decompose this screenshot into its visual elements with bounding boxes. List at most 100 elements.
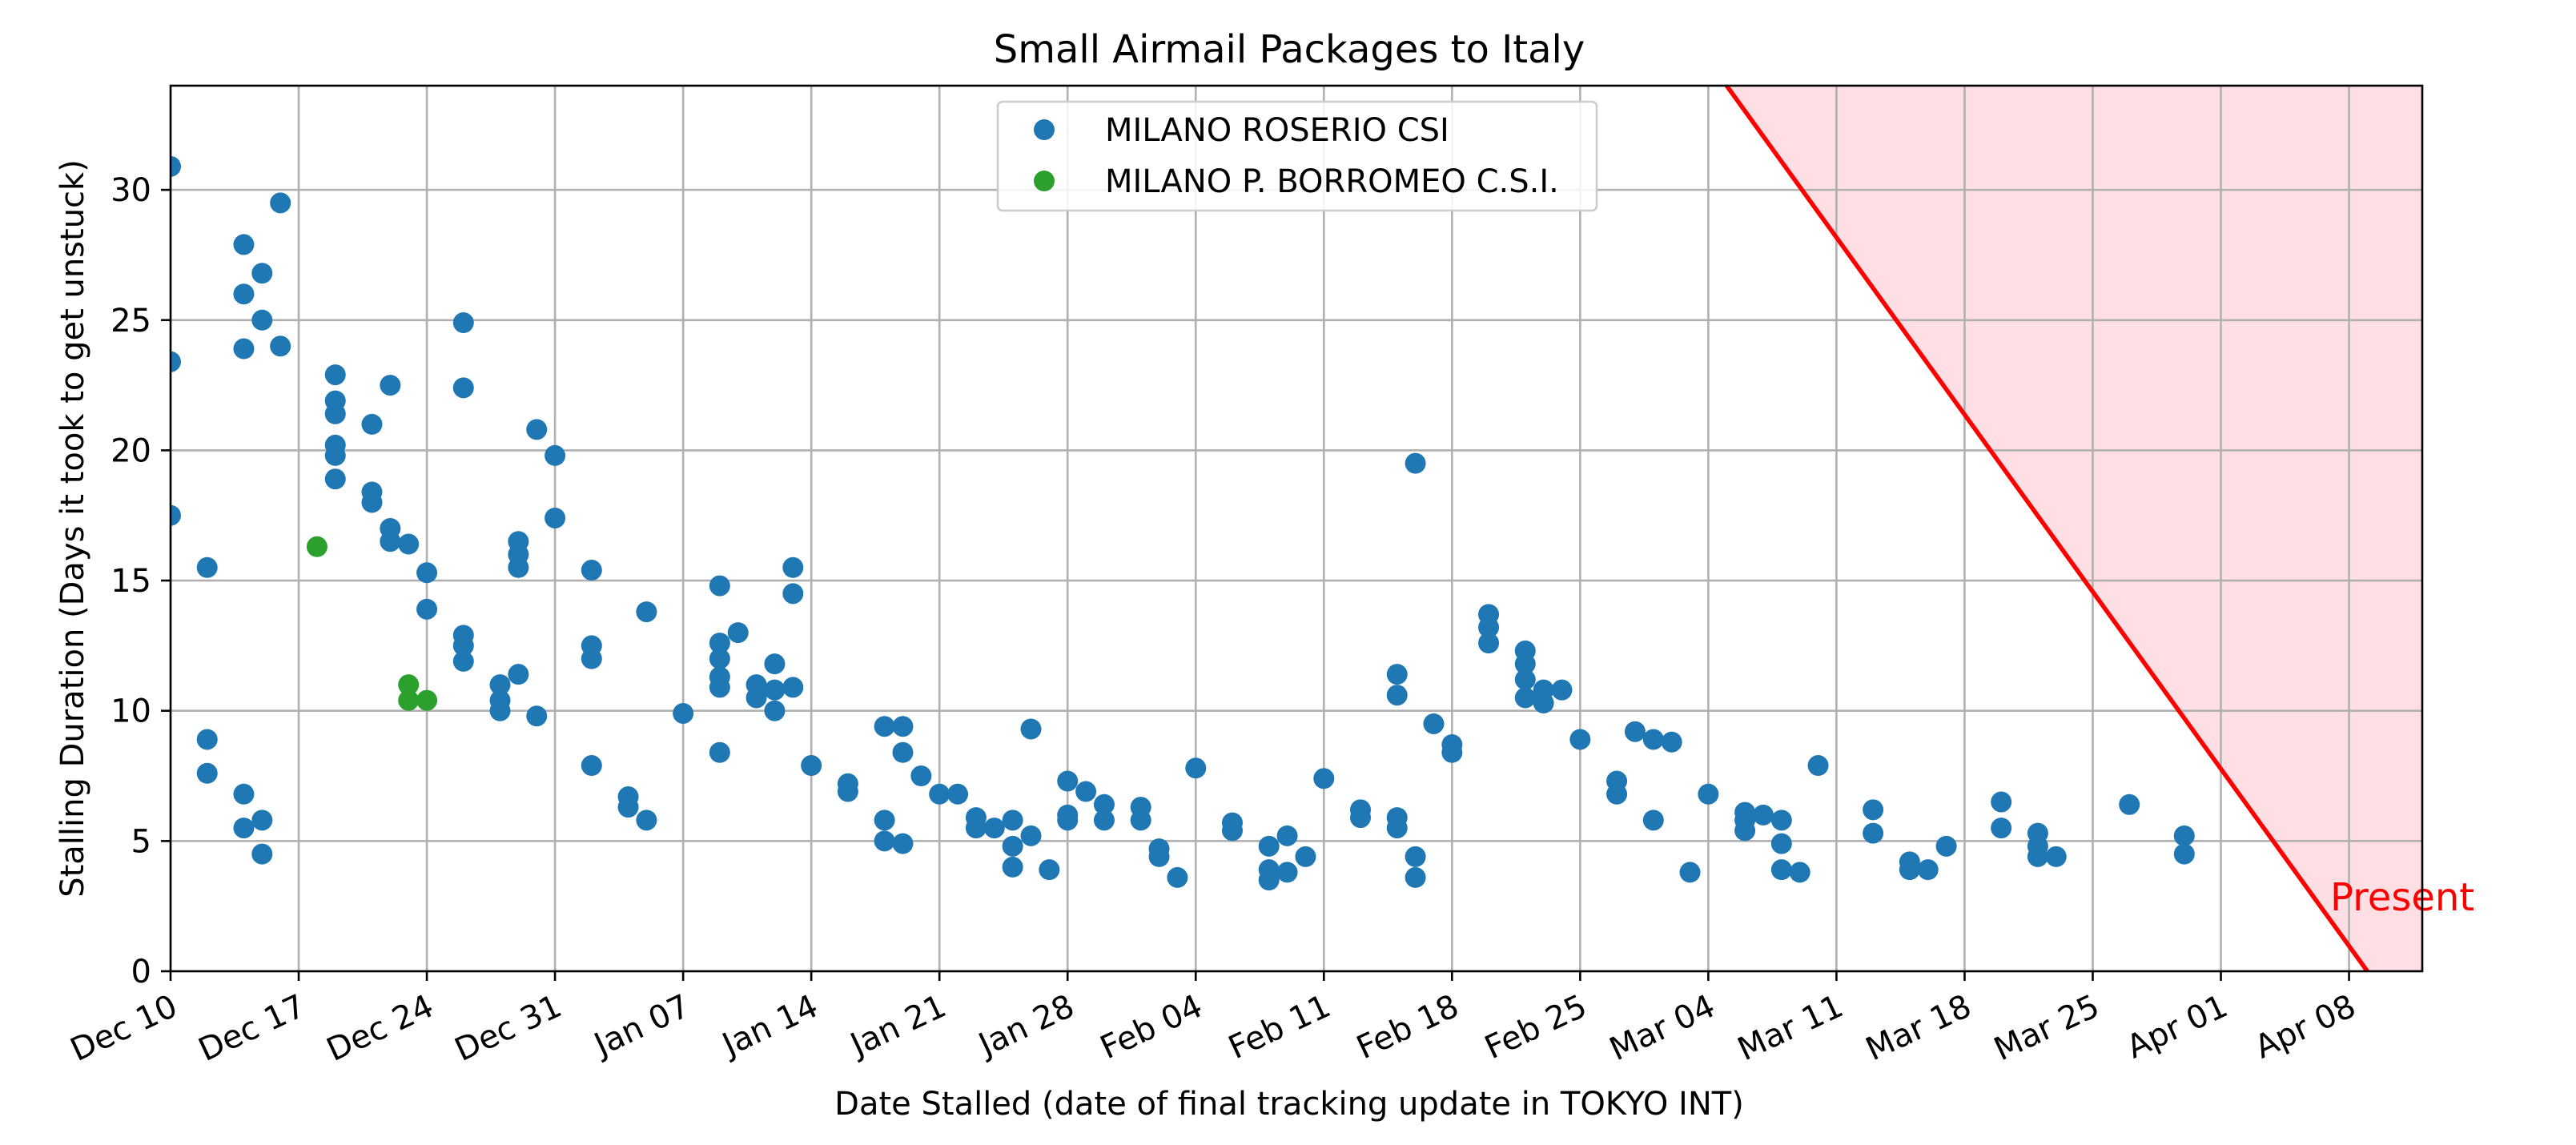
x-axis-label: Date Stalled (date of final tracking upd… xyxy=(834,1086,1744,1123)
data-point xyxy=(1148,846,1170,867)
data-point xyxy=(398,689,420,711)
data-point xyxy=(892,741,914,763)
data-point xyxy=(1002,856,1023,878)
data-point xyxy=(306,536,328,557)
data-point xyxy=(709,633,730,654)
data-point xyxy=(171,351,181,372)
data-point xyxy=(233,234,255,255)
legend-label-2: MILANO P. BORROMEO C.S.I. xyxy=(1105,163,1559,200)
chart-title: Small Airmail Packages to Italy xyxy=(994,27,1585,72)
data-point xyxy=(1020,825,1042,846)
data-point xyxy=(709,648,730,669)
data-point xyxy=(489,674,511,696)
data-point xyxy=(361,492,383,513)
data-point xyxy=(1991,818,2012,839)
data-point xyxy=(1002,810,1023,831)
data-point xyxy=(1863,822,1884,844)
data-point xyxy=(581,755,602,777)
data-point xyxy=(764,653,786,675)
data-point xyxy=(545,444,566,466)
legend: MILANO ROSERIO CSI MILANO P. BORROMEO C.S… xyxy=(996,100,1598,212)
data-point xyxy=(1130,810,1151,831)
data-point xyxy=(947,783,969,805)
plot-inner xyxy=(171,86,2422,971)
data-point xyxy=(251,309,273,331)
data-point xyxy=(764,679,786,701)
data-point xyxy=(416,562,438,584)
data-point xyxy=(782,556,804,578)
data-point xyxy=(1039,859,1060,881)
data-point xyxy=(1935,835,1957,857)
data-point xyxy=(416,598,438,620)
data-point xyxy=(196,556,218,578)
data-point xyxy=(874,830,895,852)
data-point xyxy=(508,556,529,578)
data-point xyxy=(233,783,255,805)
data-point xyxy=(1185,757,1207,779)
data-point xyxy=(1752,804,1774,826)
y-axis-ticks: 0 5 10 15 20 25 30 xyxy=(111,172,171,990)
data-point xyxy=(380,375,401,396)
data-point xyxy=(581,560,602,581)
data-point xyxy=(782,583,804,605)
legend-marker-1 xyxy=(1034,119,1055,140)
legend-marker-2 xyxy=(1034,171,1055,191)
data-point xyxy=(764,700,786,721)
data-point xyxy=(892,833,914,854)
data-point xyxy=(1661,731,1682,753)
data-point xyxy=(709,677,730,698)
data-point xyxy=(1386,818,1408,839)
data-point xyxy=(874,810,895,831)
y-tick-label: 20 xyxy=(111,432,151,469)
y-tick-label: 25 xyxy=(111,303,151,339)
data-point xyxy=(745,687,767,709)
data-point xyxy=(1350,807,1372,829)
data-point xyxy=(526,705,548,727)
data-point xyxy=(1642,810,1664,831)
data-point xyxy=(1551,679,1573,701)
data-point xyxy=(1606,783,1628,805)
data-point xyxy=(545,507,566,528)
data-point xyxy=(171,504,181,526)
data-point xyxy=(2119,793,2140,815)
data-point xyxy=(1093,810,1115,831)
data-point xyxy=(2045,846,2067,867)
data-point xyxy=(2027,846,2048,867)
data-point xyxy=(1405,846,1426,867)
data-point xyxy=(892,716,914,737)
data-point xyxy=(1698,783,1719,805)
data-point xyxy=(1478,633,1500,654)
data-point xyxy=(380,531,401,552)
y-axis-label: Stalling Duration (Days it took to get u… xyxy=(54,159,91,898)
data-point xyxy=(508,664,529,685)
data-point xyxy=(526,419,548,440)
data-point xyxy=(324,364,346,386)
data-point xyxy=(1624,721,1646,742)
data-point xyxy=(1405,452,1426,474)
data-point xyxy=(1734,820,1756,842)
data-point xyxy=(636,601,657,623)
legend-label-1: MILANO ROSERIO CSI xyxy=(1105,112,1449,149)
data-point xyxy=(1057,770,1079,792)
data-point xyxy=(837,781,858,802)
data-point xyxy=(1514,653,1536,675)
data-point xyxy=(1807,755,1829,777)
data-point xyxy=(1167,866,1188,888)
data-point xyxy=(233,338,255,360)
data-point xyxy=(508,531,529,552)
data-point xyxy=(398,674,420,696)
data-point xyxy=(1514,687,1536,709)
data-point xyxy=(1295,846,1316,867)
data-point xyxy=(1863,799,1884,821)
series-1-points xyxy=(171,155,2195,891)
data-point xyxy=(1423,713,1445,734)
y-tick-label: 10 xyxy=(111,693,151,730)
data-point xyxy=(1313,768,1335,789)
data-point xyxy=(2173,843,2195,865)
data-point xyxy=(983,818,1005,839)
series-2-points xyxy=(306,536,438,711)
data-point xyxy=(416,689,438,711)
present-shaded-region xyxy=(1726,86,2422,971)
